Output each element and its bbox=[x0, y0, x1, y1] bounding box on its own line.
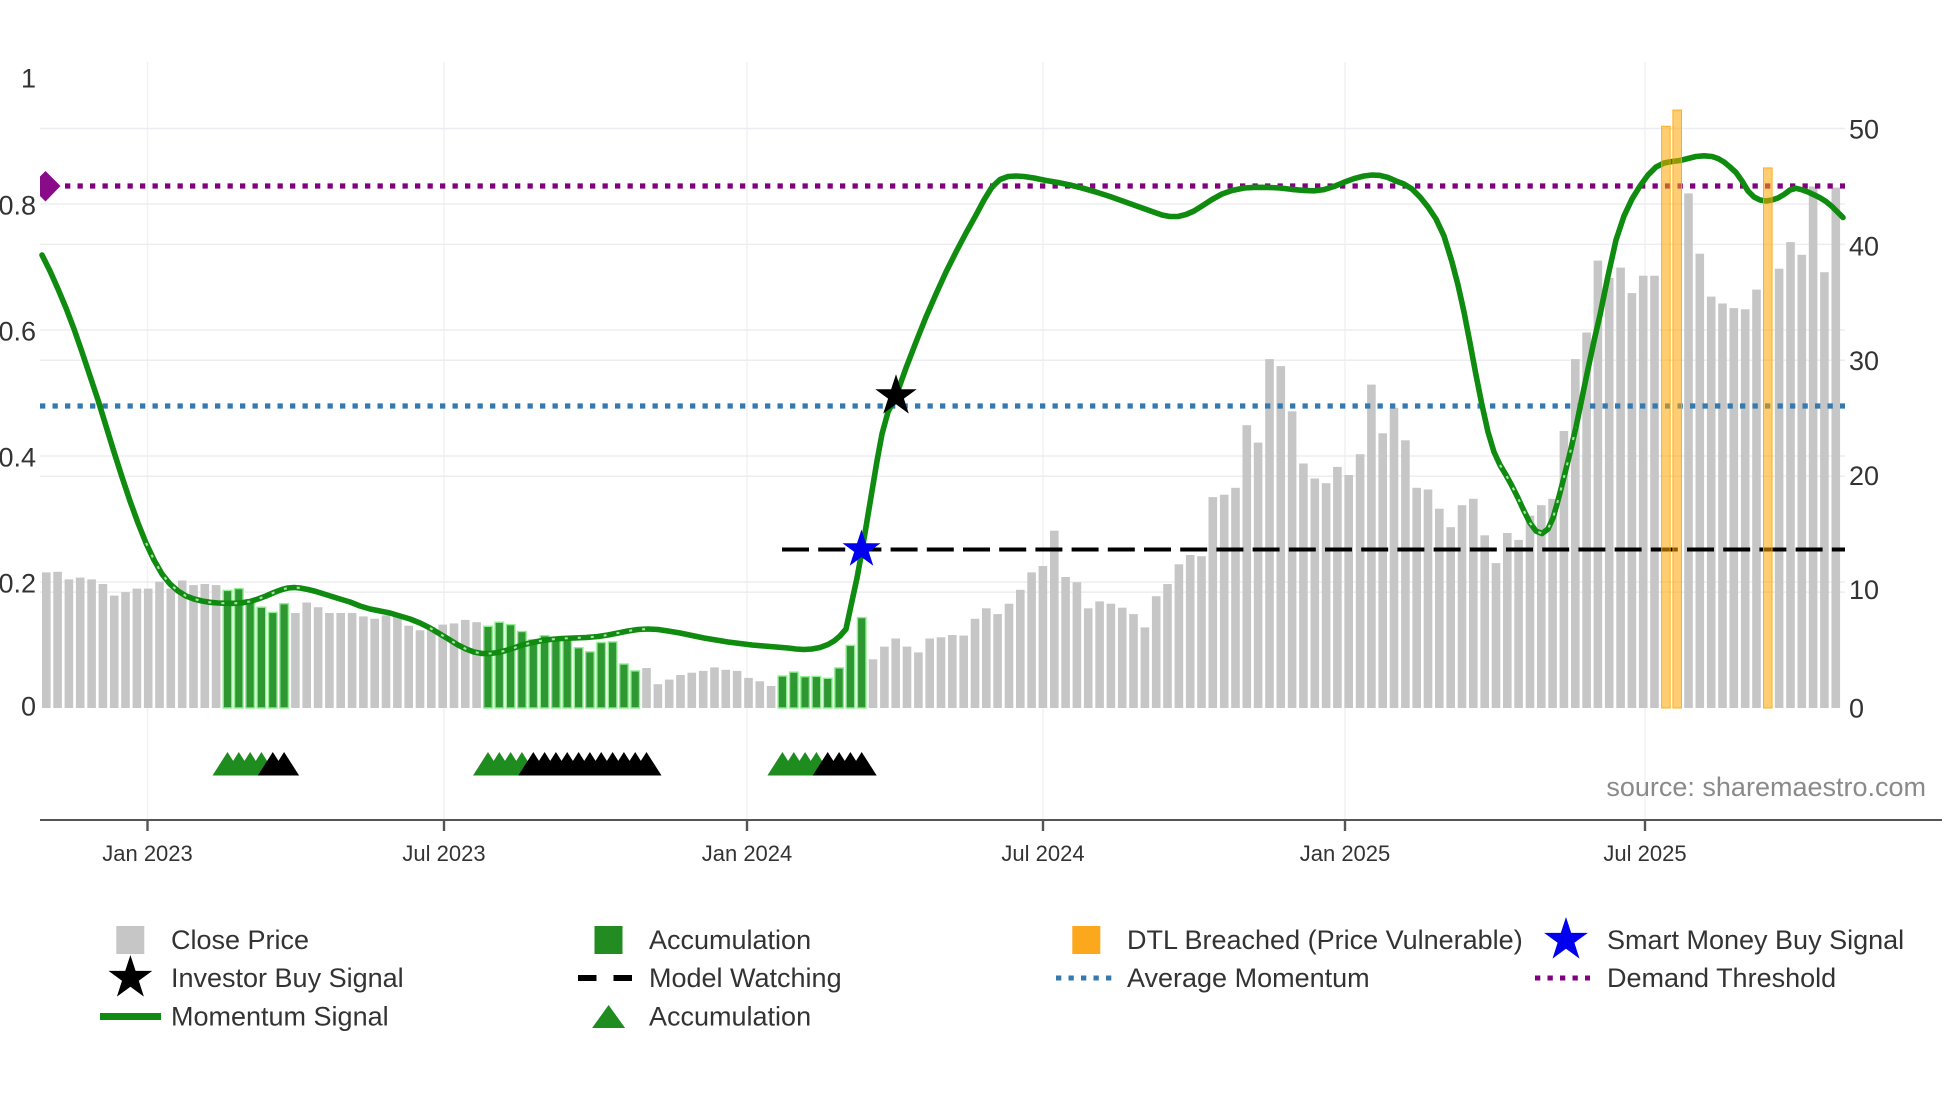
svg-text:0: 0 bbox=[21, 692, 36, 722]
svg-text:40: 40 bbox=[1849, 231, 1879, 261]
svg-text:Smart Money Buy Signal: Smart Money Buy Signal bbox=[1607, 925, 1904, 955]
svg-text:30: 30 bbox=[1849, 346, 1879, 376]
svg-text:Average Momentum: Average Momentum bbox=[1127, 963, 1370, 993]
svg-text:Jan 2025: Jan 2025 bbox=[1300, 841, 1391, 866]
svg-text:Jul 2024: Jul 2024 bbox=[1001, 841, 1084, 866]
svg-text:1: 1 bbox=[21, 64, 36, 94]
svg-text:Model Watching: Model Watching bbox=[649, 963, 842, 993]
svg-text:0: 0 bbox=[1849, 694, 1864, 724]
svg-text:Accumulation: Accumulation bbox=[649, 1002, 811, 1032]
svg-text:Jan 2024: Jan 2024 bbox=[702, 841, 793, 866]
svg-text:source: sharemaestro.com: source: sharemaestro.com bbox=[1606, 772, 1926, 802]
svg-text:20: 20 bbox=[1849, 461, 1879, 491]
svg-text:Momentum Signal: Momentum Signal bbox=[171, 1002, 389, 1032]
svg-text:Jul 2023: Jul 2023 bbox=[402, 841, 485, 866]
svg-text:10: 10 bbox=[1849, 575, 1879, 605]
svg-text:0.2: 0.2 bbox=[0, 569, 36, 599]
svg-text:Jan 2023: Jan 2023 bbox=[102, 841, 193, 866]
svg-text:Investor Buy Signal: Investor Buy Signal bbox=[171, 963, 404, 993]
svg-text:0.8: 0.8 bbox=[0, 190, 36, 220]
svg-text:Accumulation: Accumulation bbox=[649, 925, 811, 955]
svg-text:0.4: 0.4 bbox=[0, 442, 36, 472]
svg-text:50: 50 bbox=[1849, 115, 1879, 145]
svg-text:Close Price: Close Price bbox=[171, 925, 309, 955]
svg-text:Jul 2025: Jul 2025 bbox=[1603, 841, 1686, 866]
svg-text:0.6: 0.6 bbox=[0, 316, 36, 346]
svg-text:Demand Threshold: Demand Threshold bbox=[1607, 963, 1836, 993]
svg-text:DTL Breached (Price Vulnerable: DTL Breached (Price Vulnerable) bbox=[1127, 925, 1523, 955]
